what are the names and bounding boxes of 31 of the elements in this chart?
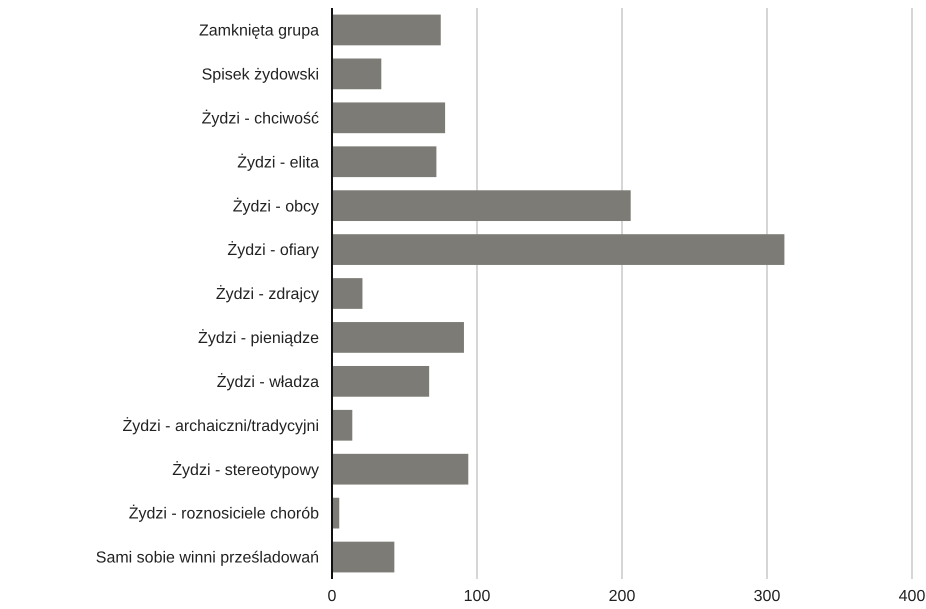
x-tick-label: 400 <box>898 588 926 605</box>
y-tick-label: Żydzi - chciwość <box>202 109 319 128</box>
y-tick-label: Spisek żydowski <box>202 66 319 84</box>
bar <box>332 14 441 46</box>
y-tick-label: Żydzi - władza <box>216 372 320 391</box>
x-tick-label: 300 <box>754 588 780 605</box>
x-tick-label: 0 <box>328 588 337 605</box>
bar <box>332 102 446 134</box>
x-tick-label: 200 <box>608 588 636 605</box>
y-tick-label: Żydzi - archaiczni/tradycyjni <box>122 416 319 435</box>
bar <box>332 410 352 441</box>
bar <box>332 322 464 353</box>
y-tick-label: Żydzi - zdrajcy <box>216 285 319 304</box>
y-tick-label: Żydzi - ofiary <box>227 241 319 260</box>
y-tick-label: Zamknięta grupa <box>198 22 320 40</box>
y-tick-label: Żydzi - stereotypowy <box>172 460 319 479</box>
bar <box>332 498 340 528</box>
bar <box>332 234 784 265</box>
y-tick-label: Żydzi - obcy <box>232 197 319 216</box>
bar <box>332 454 468 485</box>
bar <box>332 190 631 222</box>
y-tick-label: Żydzi - elita <box>237 153 320 172</box>
x-tick-label: 100 <box>464 588 490 605</box>
y-tick-label: Żydzi - roznosiciele chorób <box>128 504 320 523</box>
bar <box>332 278 362 309</box>
y-tick-label: Sami sobie winni prześladowań <box>96 550 319 567</box>
bar <box>332 366 430 397</box>
bar <box>332 542 394 572</box>
bar <box>332 58 382 90</box>
y-tick-label: Żydzi - pieniądze <box>198 329 320 348</box>
bar <box>332 146 436 178</box>
